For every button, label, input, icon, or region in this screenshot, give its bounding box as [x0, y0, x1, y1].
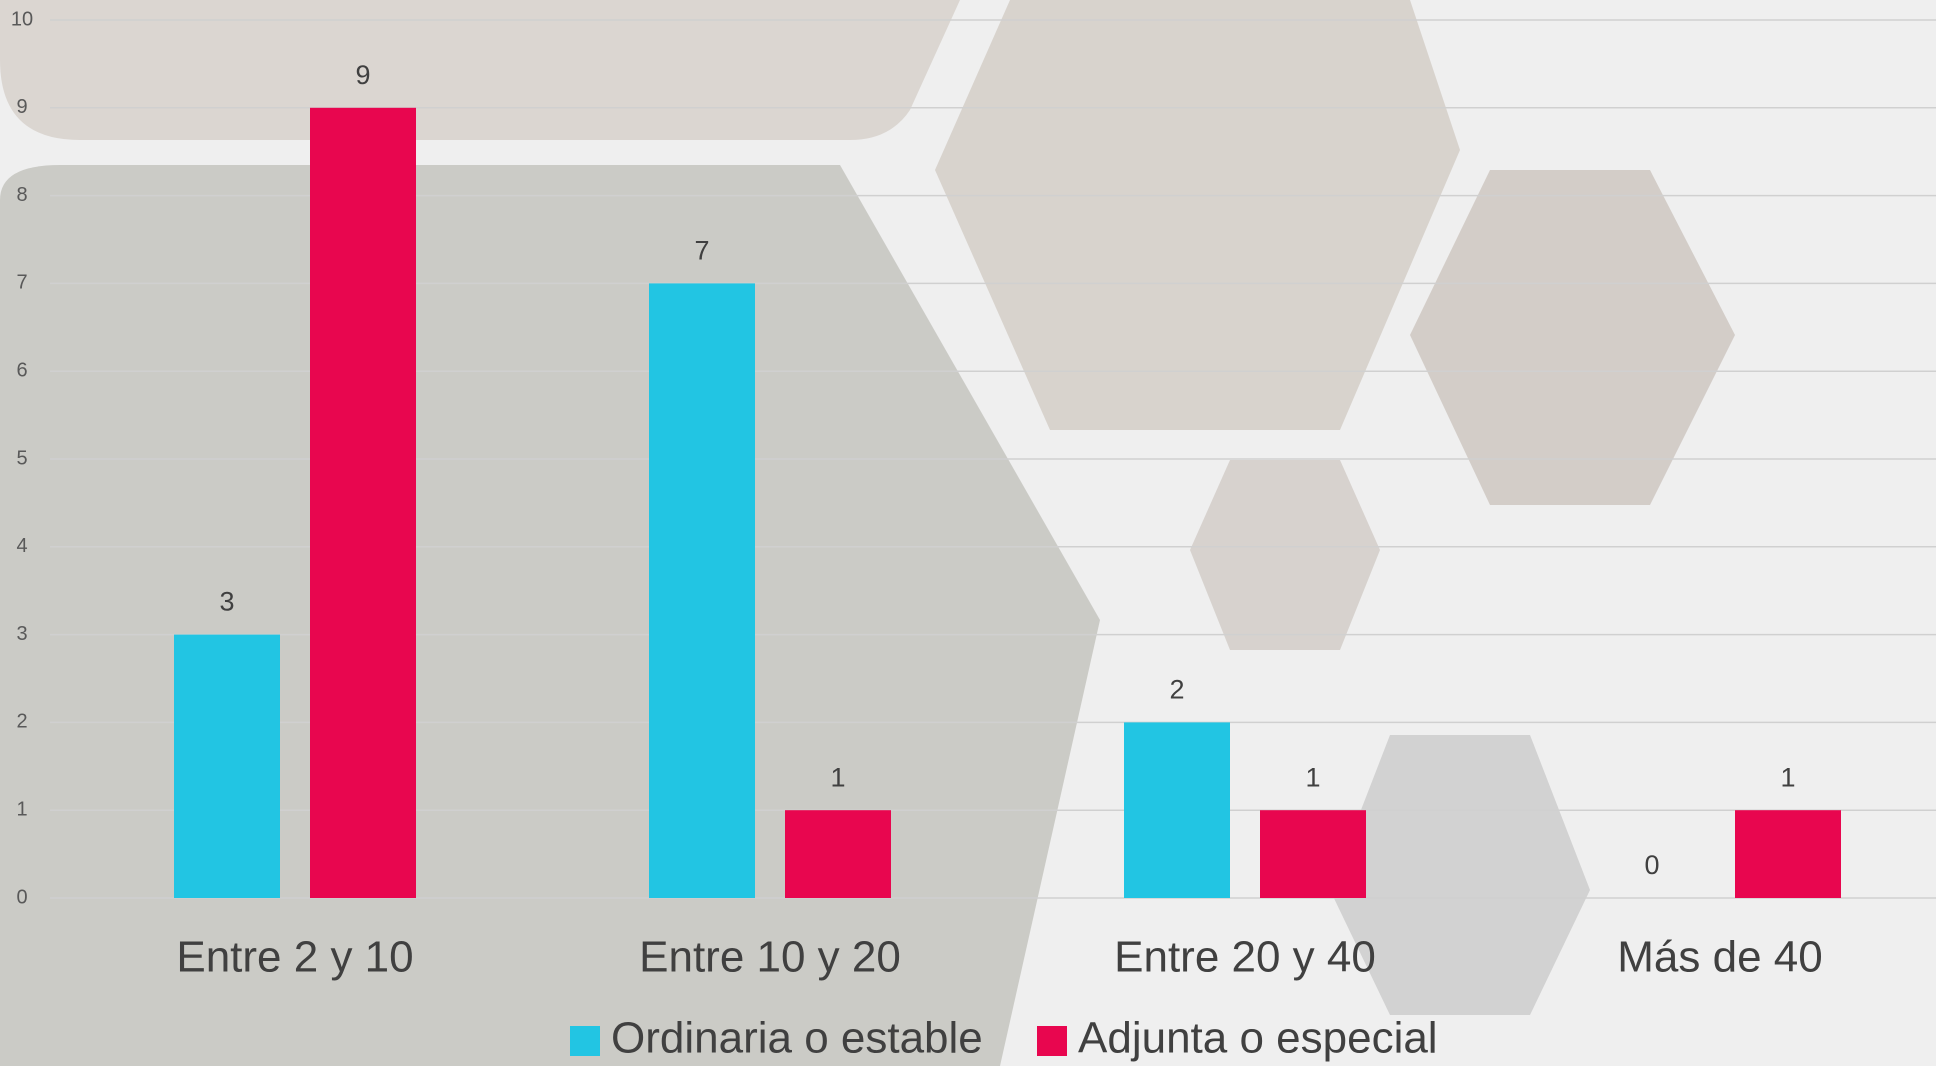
legend-label: Adjunta o especial: [1078, 1014, 1438, 1063]
y-tick-label: 3: [16, 623, 27, 645]
data-label: 3: [219, 587, 234, 617]
bar: [310, 107, 416, 899]
y-tick-label: 10: [11, 8, 33, 30]
y-tick-label: 7: [16, 272, 27, 294]
data-label: 1: [1780, 762, 1795, 792]
data-label: 1: [830, 762, 845, 792]
data-label: 2: [1169, 675, 1184, 705]
bar: [174, 634, 280, 898]
x-tick-label: Más de 40: [1617, 933, 1822, 982]
y-tick-label: 9: [16, 96, 27, 118]
x-tick-label: Entre 10 y 20: [639, 933, 901, 982]
x-tick-label: Entre 20 y 40: [1114, 933, 1376, 982]
y-tick-label: 2: [16, 711, 27, 733]
data-label: 1: [1305, 762, 1320, 792]
data-label: 9: [355, 60, 370, 90]
legend-swatch: [570, 1026, 600, 1056]
data-label: 7: [694, 236, 709, 266]
bar: [785, 810, 891, 898]
bar: [1124, 722, 1230, 898]
y-tick-label: 4: [16, 535, 27, 557]
y-tick-label: 8: [16, 184, 27, 206]
bar: [649, 283, 755, 898]
y-tick-label: 0: [16, 886, 27, 908]
x-tick-label: Entre 2 y 10: [176, 933, 413, 982]
legend-swatch: [1037, 1026, 1067, 1056]
y-tick-label: 6: [16, 359, 27, 381]
legend-label: Ordinaria o estable: [611, 1014, 983, 1063]
data-label: 0: [1644, 850, 1659, 880]
y-tick-label: 5: [16, 447, 27, 469]
bar: [1260, 810, 1366, 898]
y-tick-label: 1: [16, 798, 27, 820]
bar: [1735, 810, 1841, 898]
